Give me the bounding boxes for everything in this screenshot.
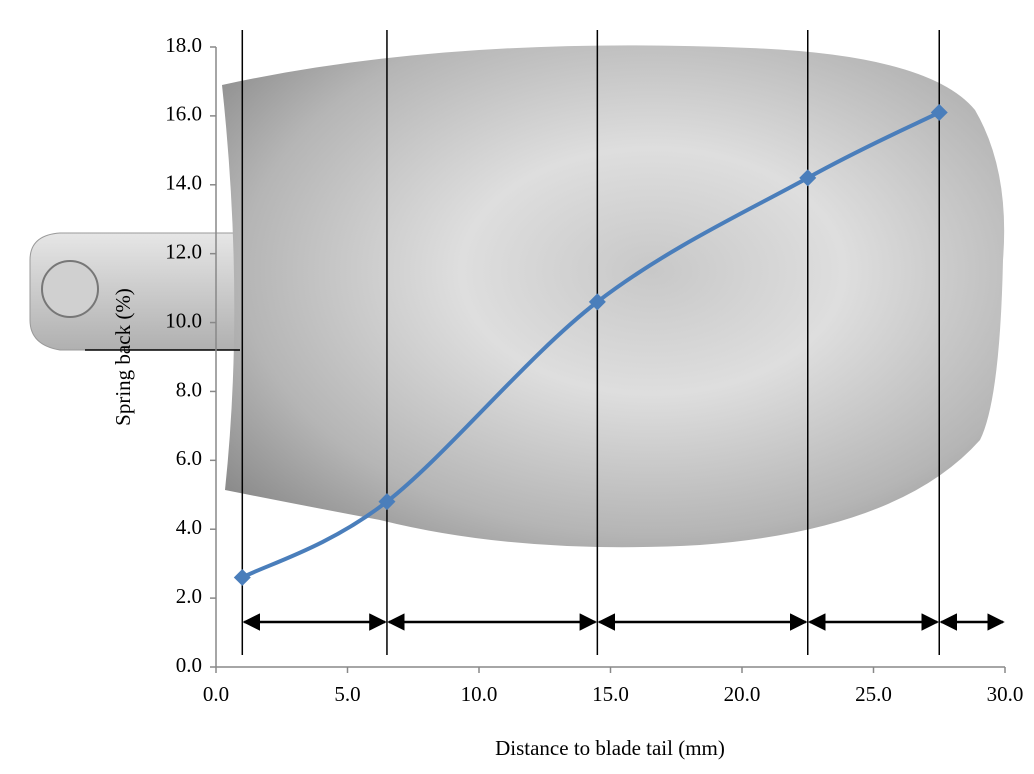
- y-tick-label: 2.0: [176, 584, 202, 608]
- y-tick-label: 14.0: [165, 171, 202, 195]
- y-tick-label: 12.0: [165, 239, 202, 263]
- y-tick-label: 0.0: [176, 653, 202, 677]
- x-tick-label: 10.0: [461, 682, 498, 706]
- data-point: [234, 569, 251, 586]
- y-tick-label: 16.0: [165, 102, 202, 126]
- x-tick-label: 15.0: [592, 682, 629, 706]
- x-tick-label: 20.0: [724, 682, 761, 706]
- y-tick-label: 4.0: [176, 515, 202, 539]
- x-tick-label: 25.0: [855, 682, 892, 706]
- x-axis-label: Distance to blade tail (mm): [495, 736, 725, 760]
- chart: Distance to blade tail (mm) Spring back …: [0, 0, 1034, 774]
- x-tick-label: 0.0: [203, 682, 229, 706]
- x-tick-label: 5.0: [334, 682, 360, 706]
- y-tick-label: 18.0: [165, 33, 202, 57]
- x-tick-label: 30.0: [987, 682, 1024, 706]
- y-axis-label: Spring back (%): [111, 288, 135, 426]
- y-tick-label: 6.0: [176, 446, 202, 470]
- y-tick-label: 10.0: [165, 308, 202, 332]
- y-tick-label: 8.0: [176, 377, 202, 401]
